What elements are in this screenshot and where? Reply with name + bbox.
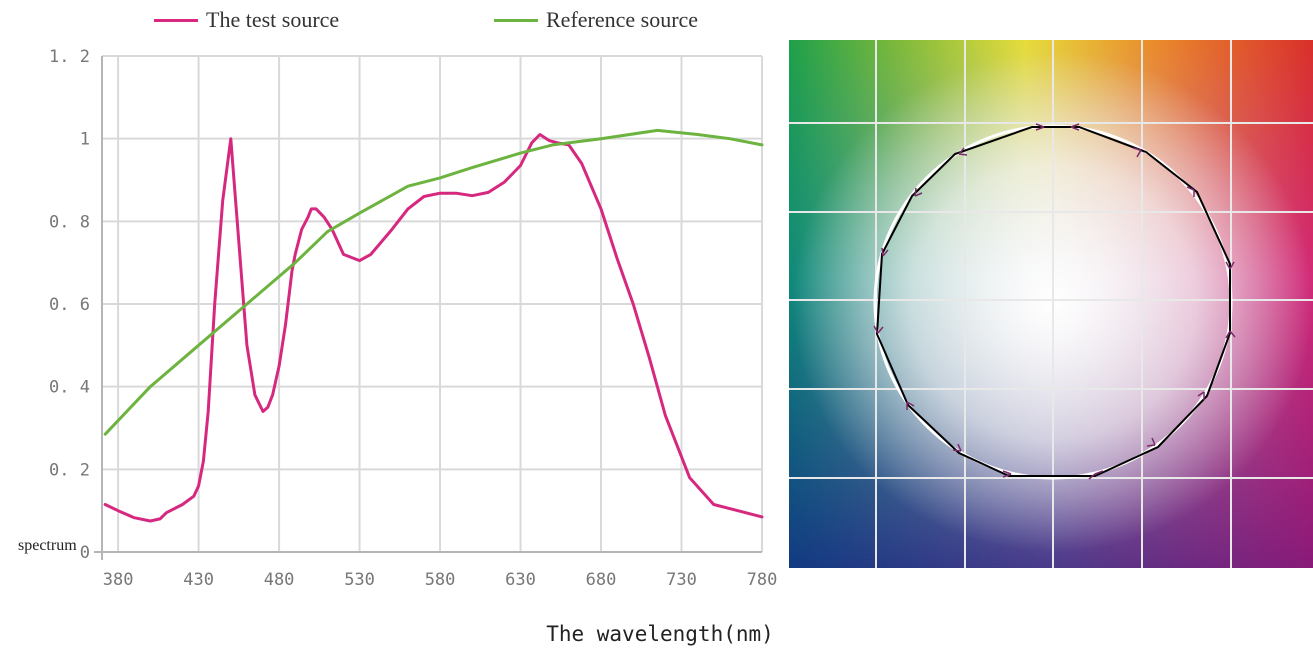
series-line-reference-source [103, 128, 764, 436]
y-tick-label: 0. 6 [49, 295, 90, 315]
spectrum-line-chart: 0 0. 2 0. 4 0. 6 0. 8 1 1. 2 380 430 480 530 580 630… [18, 47, 777, 590]
legend-swatch-test-source [154, 18, 198, 22]
chart-series [103, 128, 764, 523]
y-tick-label: 1. 2 [49, 47, 90, 67]
chart-legend: The test source Reference source [0, 0, 780, 40]
legend-label-reference-source: Reference source [546, 7, 699, 32]
y-tick-label: 0. 4 [49, 378, 90, 398]
y-tick-label: 0. 2 [49, 460, 90, 480]
chart-axes [94, 56, 762, 560]
chart-tick-labels: 0 0. 2 0. 4 0. 6 0. 8 1 1. 2 380 430 480 530 580 630… [49, 47, 777, 590]
color-rendering-panel [789, 40, 1313, 568]
x-tick-label: 430 [183, 570, 214, 590]
y-tick-label: 0 [80, 543, 90, 563]
legend-item-reference-source: Reference source [494, 6, 698, 34]
x-tick-label: 580 [425, 570, 456, 590]
y-axis-label: spectrum [18, 537, 77, 554]
x-tick-label: 530 [344, 570, 375, 590]
x-axis-label: The wavelength(nm) [546, 622, 774, 646]
gamut-shift-arrows [873, 123, 1236, 480]
series-line-test-source [103, 133, 764, 523]
test-source-gamut-polygon [875, 126, 1231, 477]
x-tick-label: 680 [586, 570, 617, 590]
legend-swatch-reference-source [494, 18, 538, 22]
x-tick-label: 380 [103, 570, 134, 590]
legend-item-test-source: The test source [154, 6, 339, 34]
y-tick-label: 0. 8 [49, 212, 90, 232]
y-tick-label: 1 [80, 130, 90, 150]
x-tick-label: 630 [505, 570, 536, 590]
x-tick-label: 730 [666, 570, 697, 590]
legend-label-test-source: The test source [206, 7, 340, 32]
x-tick-label: 480 [264, 570, 295, 590]
chart-grid [102, 55, 763, 553]
x-tick-label: 780 [747, 570, 778, 590]
